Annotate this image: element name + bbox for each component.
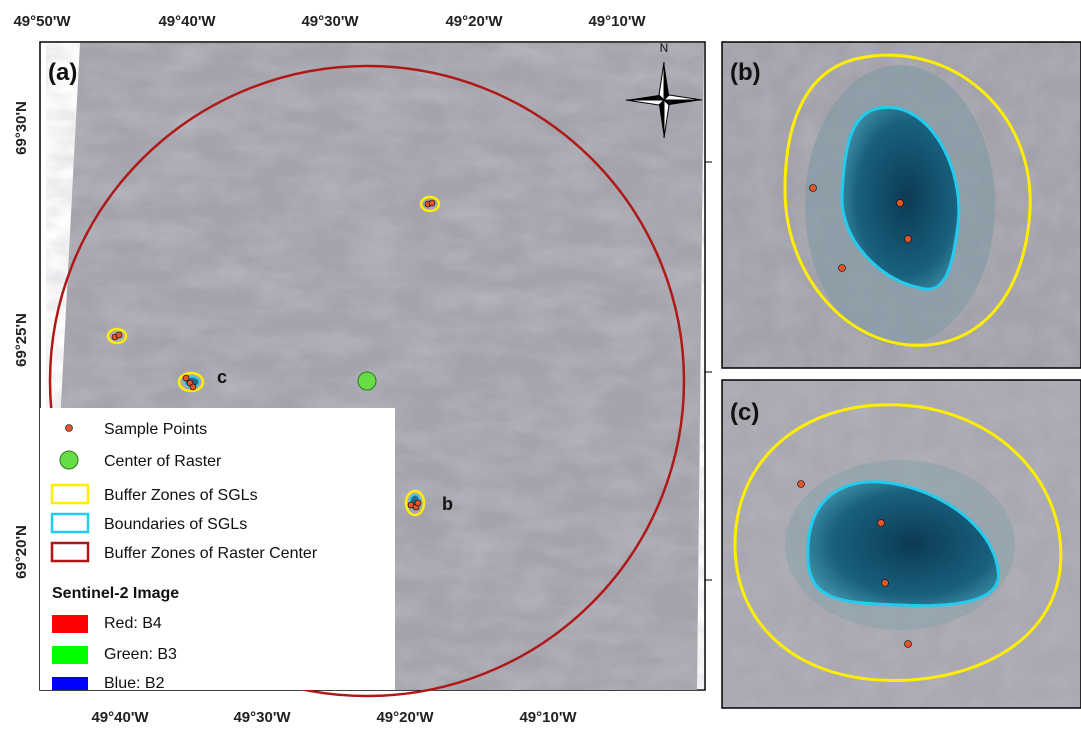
panel-label: (c) [730, 399, 759, 426]
site-label: b [442, 494, 453, 514]
legend-label: Sample Points [104, 421, 207, 438]
top-tick-label: 49°40'W [158, 13, 216, 30]
legend-label: Buffer Zones of Raster Center [104, 545, 318, 562]
left-tick-label: 69°20'N [13, 525, 30, 579]
legend-label: Green: B3 [104, 646, 177, 663]
top-tick-label: 49°50'W [13, 13, 71, 30]
figure: c b (a) N Sample Points Center of Raster B… [0, 0, 1081, 735]
inset-c [722, 380, 1081, 708]
legend-title: Sentinel-2 Image [52, 585, 179, 602]
legend-label: Buffer Zones of SGLs [104, 487, 258, 504]
site-label: c [217, 367, 227, 387]
legend-label: Boundaries of SGLs [104, 516, 247, 533]
north-label: N [660, 41, 669, 55]
top-tick-label: 49°30'W [301, 13, 359, 30]
raster-center [358, 372, 376, 390]
bottom-tick-label: 49°30'W [233, 709, 291, 726]
legend-label: Center of Raster [104, 453, 222, 470]
frame-ticks [705, 162, 712, 580]
legend-label: Blue: B2 [104, 675, 165, 692]
bottom-tick-label: 49°10'W [519, 709, 577, 726]
left-tick-label: 69°30'N [13, 101, 30, 155]
bottom-tick-label: 49°20'W [376, 709, 434, 726]
top-tick-label: 49°20'W [445, 13, 503, 30]
panel-label: (b) [730, 59, 761, 86]
left-tick-label: 69°25'N [13, 313, 30, 367]
top-tick-label: 49°10'W [588, 13, 646, 30]
bottom-tick-label: 49°40'W [91, 709, 149, 726]
legend-label: Red: B4 [104, 615, 162, 632]
inset-b [722, 42, 1081, 368]
panel-label: (a) [48, 59, 77, 86]
